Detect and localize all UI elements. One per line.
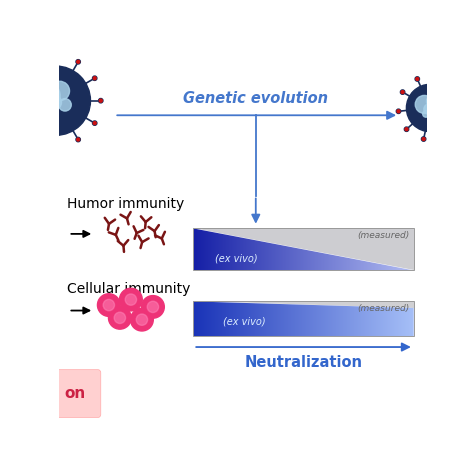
Circle shape xyxy=(130,309,153,331)
Circle shape xyxy=(436,75,438,78)
Circle shape xyxy=(432,107,441,115)
Circle shape xyxy=(453,85,456,88)
Circle shape xyxy=(405,128,408,131)
FancyBboxPatch shape xyxy=(56,370,101,418)
Text: Neutralization: Neutralization xyxy=(245,355,363,370)
Circle shape xyxy=(92,76,97,81)
Circle shape xyxy=(9,99,12,102)
Circle shape xyxy=(442,136,445,138)
Circle shape xyxy=(427,95,440,108)
Circle shape xyxy=(109,307,131,329)
Circle shape xyxy=(136,314,147,325)
Circle shape xyxy=(14,121,18,125)
Circle shape xyxy=(441,135,446,139)
Circle shape xyxy=(147,301,159,312)
Circle shape xyxy=(456,122,460,126)
Circle shape xyxy=(54,55,57,57)
Circle shape xyxy=(98,294,120,316)
Circle shape xyxy=(142,296,164,318)
Circle shape xyxy=(77,60,80,63)
Text: Humor immunity: Humor immunity xyxy=(66,197,184,210)
Text: (ex vivo): (ex vivo) xyxy=(215,254,258,264)
Circle shape xyxy=(416,78,419,81)
Circle shape xyxy=(54,144,57,147)
Circle shape xyxy=(422,137,425,140)
Circle shape xyxy=(31,60,35,64)
Circle shape xyxy=(415,95,433,113)
Circle shape xyxy=(435,75,439,79)
Circle shape xyxy=(396,109,401,113)
Text: Genetic evolution: Genetic evolution xyxy=(183,91,328,106)
Circle shape xyxy=(397,110,400,113)
Circle shape xyxy=(76,137,81,142)
Circle shape xyxy=(76,60,81,64)
Circle shape xyxy=(54,54,58,58)
Bar xyxy=(193,301,414,336)
Circle shape xyxy=(15,77,18,80)
Circle shape xyxy=(21,66,91,136)
Circle shape xyxy=(103,300,115,311)
Bar xyxy=(193,228,414,270)
Circle shape xyxy=(99,99,103,103)
Circle shape xyxy=(99,99,102,102)
Circle shape xyxy=(50,81,70,100)
Circle shape xyxy=(15,122,18,125)
Circle shape xyxy=(92,121,97,125)
Circle shape xyxy=(31,137,35,142)
Circle shape xyxy=(77,138,80,141)
Circle shape xyxy=(415,77,419,81)
Circle shape xyxy=(456,122,459,125)
Circle shape xyxy=(114,312,126,323)
Text: on: on xyxy=(65,386,86,401)
Text: (measured): (measured) xyxy=(357,231,410,240)
Polygon shape xyxy=(193,301,414,308)
Circle shape xyxy=(34,82,60,109)
Circle shape xyxy=(423,110,429,117)
Circle shape xyxy=(31,60,35,63)
Circle shape xyxy=(401,91,404,93)
Circle shape xyxy=(404,127,409,131)
Text: (ex vivo): (ex vivo) xyxy=(223,317,265,327)
Circle shape xyxy=(54,143,58,148)
Circle shape xyxy=(8,99,13,103)
Polygon shape xyxy=(193,228,414,270)
Circle shape xyxy=(452,84,456,89)
Circle shape xyxy=(125,294,137,305)
Circle shape xyxy=(119,288,142,311)
Circle shape xyxy=(460,102,464,107)
Circle shape xyxy=(93,77,96,80)
Text: Cellular immunity: Cellular immunity xyxy=(66,282,190,296)
Text: (measured): (measured) xyxy=(357,304,410,313)
Circle shape xyxy=(401,90,405,94)
Circle shape xyxy=(461,103,464,106)
Circle shape xyxy=(93,122,96,125)
Circle shape xyxy=(59,99,71,111)
Circle shape xyxy=(46,95,62,110)
Circle shape xyxy=(424,104,434,114)
Circle shape xyxy=(406,84,454,132)
Circle shape xyxy=(421,137,426,141)
Circle shape xyxy=(14,76,18,81)
Circle shape xyxy=(31,138,35,141)
Circle shape xyxy=(45,104,54,114)
